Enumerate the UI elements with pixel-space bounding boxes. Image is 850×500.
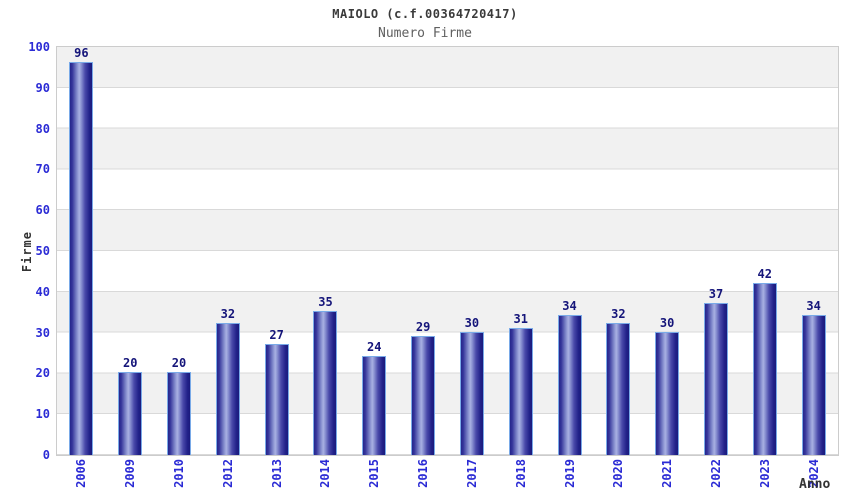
bars-group: 96 20 20 32 27 35 24 29 30 31 34 32 30 37 42 34 <box>57 46 838 455</box>
x-axis-ticks: 2006 2009 2010 2012 2013 2014 2015 2016 2017 2018… <box>57 459 838 488</box>
bar-2022: 37 <box>703 287 728 455</box>
bar-slot-2018: 31 <box>496 47 545 455</box>
x-tick-2014: 2014 <box>301 459 350 488</box>
bar-2017: 30 <box>459 316 484 455</box>
x-tick-2006: 2006 <box>57 459 106 488</box>
y-tick-label: 80 <box>35 121 50 136</box>
y-tick-label: 20 <box>35 366 50 381</box>
bar-2015: 24 <box>362 340 387 455</box>
x-axis-label: Anno <box>799 477 831 492</box>
bar-2009: 20 <box>118 356 143 455</box>
bar-2010: 20 <box>167 356 192 455</box>
bar-2006: 96 <box>69 46 94 455</box>
bar-slot-2012: 32 <box>203 47 252 455</box>
y-tick-label: 100 <box>28 40 50 54</box>
bar-slot-2013: 27 <box>252 47 301 455</box>
x-tick-2021: 2021 <box>643 459 692 488</box>
bar-value-label: 20 <box>171 356 187 371</box>
bar-value-label: 32 <box>611 307 626 322</box>
y-axis-label: Firme <box>20 231 34 273</box>
x-tick-2022: 2022 <box>692 459 741 488</box>
chart-subtitle: Numero Firme <box>378 26 472 41</box>
bar-2013: 27 <box>264 328 289 455</box>
bar-2023: 42 <box>752 267 777 455</box>
bar-value-label: 30 <box>464 315 480 330</box>
x-tick-label: 2023 <box>757 459 772 488</box>
x-tick-label: 2009 <box>123 459 138 488</box>
bar-value-label: 34 <box>806 299 821 314</box>
bar-value-label: 96 <box>74 46 89 61</box>
y-tick-label: 40 <box>35 284 50 299</box>
bar-2024: 34 <box>801 299 826 455</box>
bar-value-label: 30 <box>659 315 675 330</box>
x-tick-2009: 2009 <box>106 459 155 488</box>
x-tick-2013: 2013 <box>252 459 301 488</box>
bar-slot-2019: 34 <box>545 47 594 455</box>
x-tick-label: 2017 <box>464 459 479 488</box>
bar-slot-2020: 32 <box>594 47 643 455</box>
x-tick-2015: 2015 <box>350 459 399 488</box>
bar-2018: 31 <box>508 312 533 455</box>
x-tick-label: 2014 <box>318 459 333 488</box>
bar-slot-2010: 20 <box>155 47 204 455</box>
bar-value-label: 34 <box>562 299 577 314</box>
x-tick-label: 2019 <box>562 459 577 488</box>
bar-value-label: 42 <box>757 266 773 281</box>
y-tick-label: 10 <box>35 407 50 422</box>
x-tick-label: 2020 <box>611 459 626 488</box>
bar-value-label: 20 <box>122 356 138 371</box>
x-tick-label: 2010 <box>172 459 187 488</box>
x-tick-label: 2021 <box>660 459 675 488</box>
y-tick-label: 30 <box>35 325 50 340</box>
bar-value-label: 29 <box>415 319 431 334</box>
bar-slot-2016: 29 <box>399 47 448 455</box>
bar-slot-2021: 30 <box>643 47 692 455</box>
bar-2012: 32 <box>215 307 240 455</box>
x-tick-label: 2016 <box>416 459 431 488</box>
bar-slot-2023: 42 <box>740 47 789 455</box>
x-tick-2019: 2019 <box>545 459 594 488</box>
bar-slot-2009: 20 <box>106 47 155 455</box>
bar-value-label: 24 <box>367 340 382 355</box>
bar-value-label: 37 <box>708 287 724 302</box>
bar-slot-2006: 96 <box>57 46 106 455</box>
y-tick-label: 70 <box>35 162 50 177</box>
x-tick-2017: 2017 <box>448 459 497 488</box>
x-tick-label: 2013 <box>269 459 284 488</box>
bar-2021: 30 <box>655 316 680 455</box>
y-tick-label: 60 <box>35 203 50 218</box>
x-tick-2010: 2010 <box>155 459 204 488</box>
x-tick-2023: 2023 <box>740 459 789 488</box>
x-tick-label: 2006 <box>74 459 89 488</box>
bar-value-label: 31 <box>513 311 528 326</box>
bar-value-label: 32 <box>220 307 236 322</box>
x-tick-2012: 2012 <box>203 459 252 488</box>
bar-2020: 32 <box>606 307 631 455</box>
x-tick-label: 2012 <box>220 459 235 488</box>
y-tick-label: 90 <box>35 80 50 95</box>
bar-slot-2015: 24 <box>350 47 399 455</box>
bar-slot-2017: 30 <box>448 47 497 455</box>
bar-slot-2014: 35 <box>301 47 350 455</box>
x-tick-label: 2018 <box>513 459 528 488</box>
bar-2014: 35 <box>313 295 338 455</box>
x-tick-label: 2022 <box>708 459 723 488</box>
bar-2016: 29 <box>411 320 436 455</box>
x-tick-2016: 2016 <box>399 459 448 488</box>
plot-area: 96 20 20 32 27 35 24 29 30 31 34 32 30 37 42 34 <box>56 46 839 456</box>
bar-value-label: 35 <box>318 295 333 310</box>
bar-value-label: 27 <box>269 327 284 342</box>
x-tick-2018: 2018 <box>496 459 545 488</box>
x-tick-label: 2015 <box>367 459 382 488</box>
bar-slot-2024: 34 <box>789 47 838 455</box>
chart-title: MAIOLO (c.f.00364720417) <box>332 7 518 21</box>
x-tick-2020: 2020 <box>594 459 643 488</box>
y-tick-label: 0 <box>42 448 50 462</box>
bar-slot-2022: 37 <box>692 47 741 455</box>
bar-2019: 34 <box>557 299 582 455</box>
